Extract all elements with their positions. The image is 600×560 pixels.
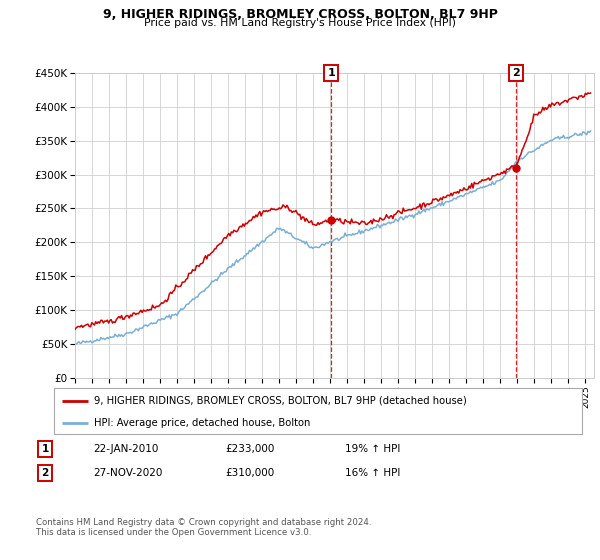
Text: 1: 1 [41,444,49,454]
Text: 9, HIGHER RIDINGS, BROMLEY CROSS, BOLTON, BL7 9HP: 9, HIGHER RIDINGS, BROMLEY CROSS, BOLTON… [103,8,497,21]
Text: Price paid vs. HM Land Registry's House Price Index (HPI): Price paid vs. HM Land Registry's House … [144,18,456,28]
Text: 2: 2 [512,68,520,78]
Text: Contains HM Land Registry data © Crown copyright and database right 2024.
This d: Contains HM Land Registry data © Crown c… [36,518,371,538]
Text: £233,000: £233,000 [225,444,274,454]
Text: 9, HIGHER RIDINGS, BROMLEY CROSS, BOLTON, BL7 9HP (detached house): 9, HIGHER RIDINGS, BROMLEY CROSS, BOLTON… [94,396,466,406]
Text: HPI: Average price, detached house, Bolton: HPI: Average price, detached house, Bolt… [94,418,310,428]
Text: 27-NOV-2020: 27-NOV-2020 [93,468,163,478]
Text: 1: 1 [328,68,335,78]
Text: 16% ↑ HPI: 16% ↑ HPI [345,468,400,478]
Text: 22-JAN-2010: 22-JAN-2010 [93,444,158,454]
Text: £310,000: £310,000 [225,468,274,478]
Text: 19% ↑ HPI: 19% ↑ HPI [345,444,400,454]
Text: 2: 2 [41,468,49,478]
